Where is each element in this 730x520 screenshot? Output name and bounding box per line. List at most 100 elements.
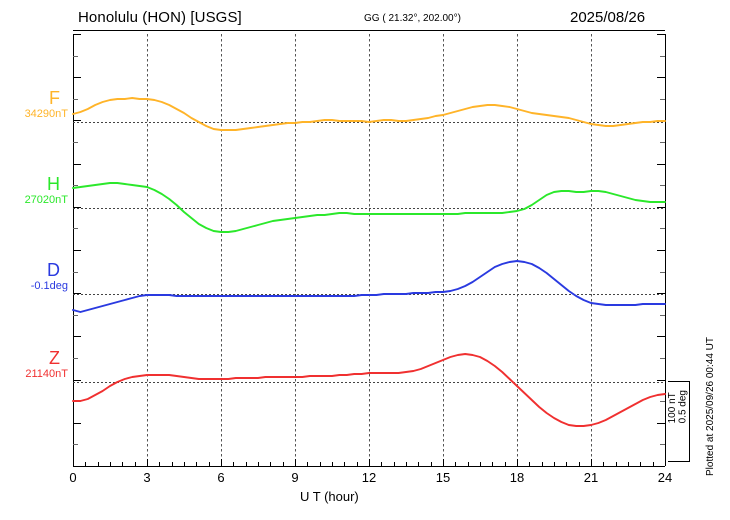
x-axis-tick [196, 462, 198, 466]
baseline-z [73, 382, 665, 383]
x-axis-tick [110, 462, 111, 466]
y-axis-tick-right [657, 422, 665, 424]
x-axis-tick [406, 462, 407, 466]
y-axis-tick-right [660, 55, 665, 57]
component-letter-f: F [49, 88, 60, 108]
component-letter-z: Z [49, 348, 60, 368]
y-axis-tick-right [657, 163, 665, 165]
y-axis-tick [73, 444, 78, 446]
x-axis-tick [480, 462, 481, 466]
vertical-gridline [369, 34, 370, 466]
y-axis-tick-right [657, 250, 665, 251]
header-divider [73, 30, 665, 31]
x-axis-tick [591, 459, 592, 466]
x-tick-label: 6 [217, 470, 225, 485]
x-axis-tick [467, 462, 469, 466]
scale-bar-deg: 0.5 deg [677, 390, 689, 424]
x-axis-tick [517, 459, 518, 466]
x-axis-tick [270, 462, 272, 466]
y-axis-tick [73, 120, 81, 122]
x-tick-label: 21 [583, 470, 599, 485]
y-axis-tick [73, 271, 78, 273]
x-axis-tick [652, 462, 654, 466]
y-axis-tick-right [660, 185, 665, 187]
scale-bar-line [689, 381, 690, 461]
x-axis-tick [307, 462, 309, 466]
x-tick-label: 0 [69, 470, 77, 485]
x-axis-tick [208, 462, 210, 466]
x-axis-tick [97, 462, 99, 466]
x-axis-tick [344, 462, 346, 466]
y-axis-tick [73, 379, 81, 381]
station-title: Honolulu (HON) [USGS] [78, 9, 242, 26]
y-axis-tick-right [657, 77, 665, 79]
y-axis-tick [73, 250, 81, 251]
component-letter-d: D [47, 260, 60, 280]
scale-bar-bottom-cap [668, 461, 690, 462]
component-baseline-f: 34290nT [24, 108, 68, 120]
trace-f [72, 97, 666, 131]
x-tick-label: 24 [657, 470, 673, 485]
baseline-h [73, 208, 665, 209]
y-axis-tick [73, 358, 78, 359]
y-axis-tick [73, 228, 78, 230]
y-axis-tick [73, 163, 81, 165]
x-axis-tick [319, 462, 321, 466]
trace-z [72, 353, 666, 427]
x-axis-tick [147, 459, 148, 466]
y-axis-tick-right [660, 142, 665, 143]
x-axis-title: U T (hour) [300, 489, 359, 504]
y-axis-tick [73, 206, 81, 208]
observation-date: 2025/08/26 [570, 9, 646, 26]
x-axis-tick [332, 462, 333, 466]
x-tick-label: 3 [143, 470, 151, 485]
y-axis-tick-right [657, 466, 665, 467]
y-axis-tick [73, 466, 81, 467]
x-axis-tick [418, 462, 420, 466]
y-axis-tick-right [657, 34, 665, 35]
y-axis-tick-right [660, 271, 665, 273]
y-axis-tick-right [660, 98, 665, 100]
y-axis-tick [73, 77, 81, 79]
y-axis-tick [73, 34, 81, 35]
scale-bar-top-cap [668, 381, 690, 382]
component-baseline-d: -0.1deg [30, 280, 68, 292]
y-axis-tick [73, 185, 78, 187]
x-tick-label: 9 [291, 470, 299, 485]
x-axis-tick [628, 462, 629, 466]
x-axis-tick [159, 462, 161, 466]
plot-axis-right [665, 34, 666, 466]
y-axis-tick-right [660, 401, 665, 403]
x-axis-tick [245, 462, 247, 466]
x-axis-tick [443, 459, 444, 466]
x-tick-label: 12 [361, 470, 377, 485]
x-axis-tick [381, 462, 383, 466]
geographic-coordinates: GG ( 21.32°, 202.00°) [364, 13, 461, 24]
vertical-gridline [221, 34, 222, 466]
x-axis-tick [504, 462, 506, 466]
x-axis-tick [640, 462, 642, 466]
component-letter-h: H [47, 174, 60, 194]
x-axis-tick [122, 462, 124, 466]
x-axis-tick [529, 462, 531, 466]
x-axis-tick [492, 462, 494, 466]
component-baseline-z: 21140nT [25, 368, 68, 380]
x-axis-tick [393, 462, 395, 466]
trace-d [72, 260, 666, 313]
y-axis-tick [73, 142, 78, 143]
x-tick-label: 18 [509, 470, 525, 485]
x-axis-tick [221, 459, 222, 466]
x-axis-tick [85, 462, 87, 466]
y-axis-tick [73, 98, 78, 100]
x-axis-tick [295, 459, 296, 466]
component-baseline-h: 27020nT [24, 194, 68, 206]
x-axis-tick [554, 462, 555, 466]
y-axis-tick-right [657, 379, 665, 381]
plot-axis-bottom [73, 466, 665, 467]
vertical-gridline [591, 34, 592, 466]
plotted-at-timestamp: Plotted at 2025/09/26 00:44 UT [705, 337, 716, 476]
x-axis-tick [430, 462, 432, 466]
x-axis-tick [615, 462, 617, 466]
trace-h [72, 182, 666, 233]
